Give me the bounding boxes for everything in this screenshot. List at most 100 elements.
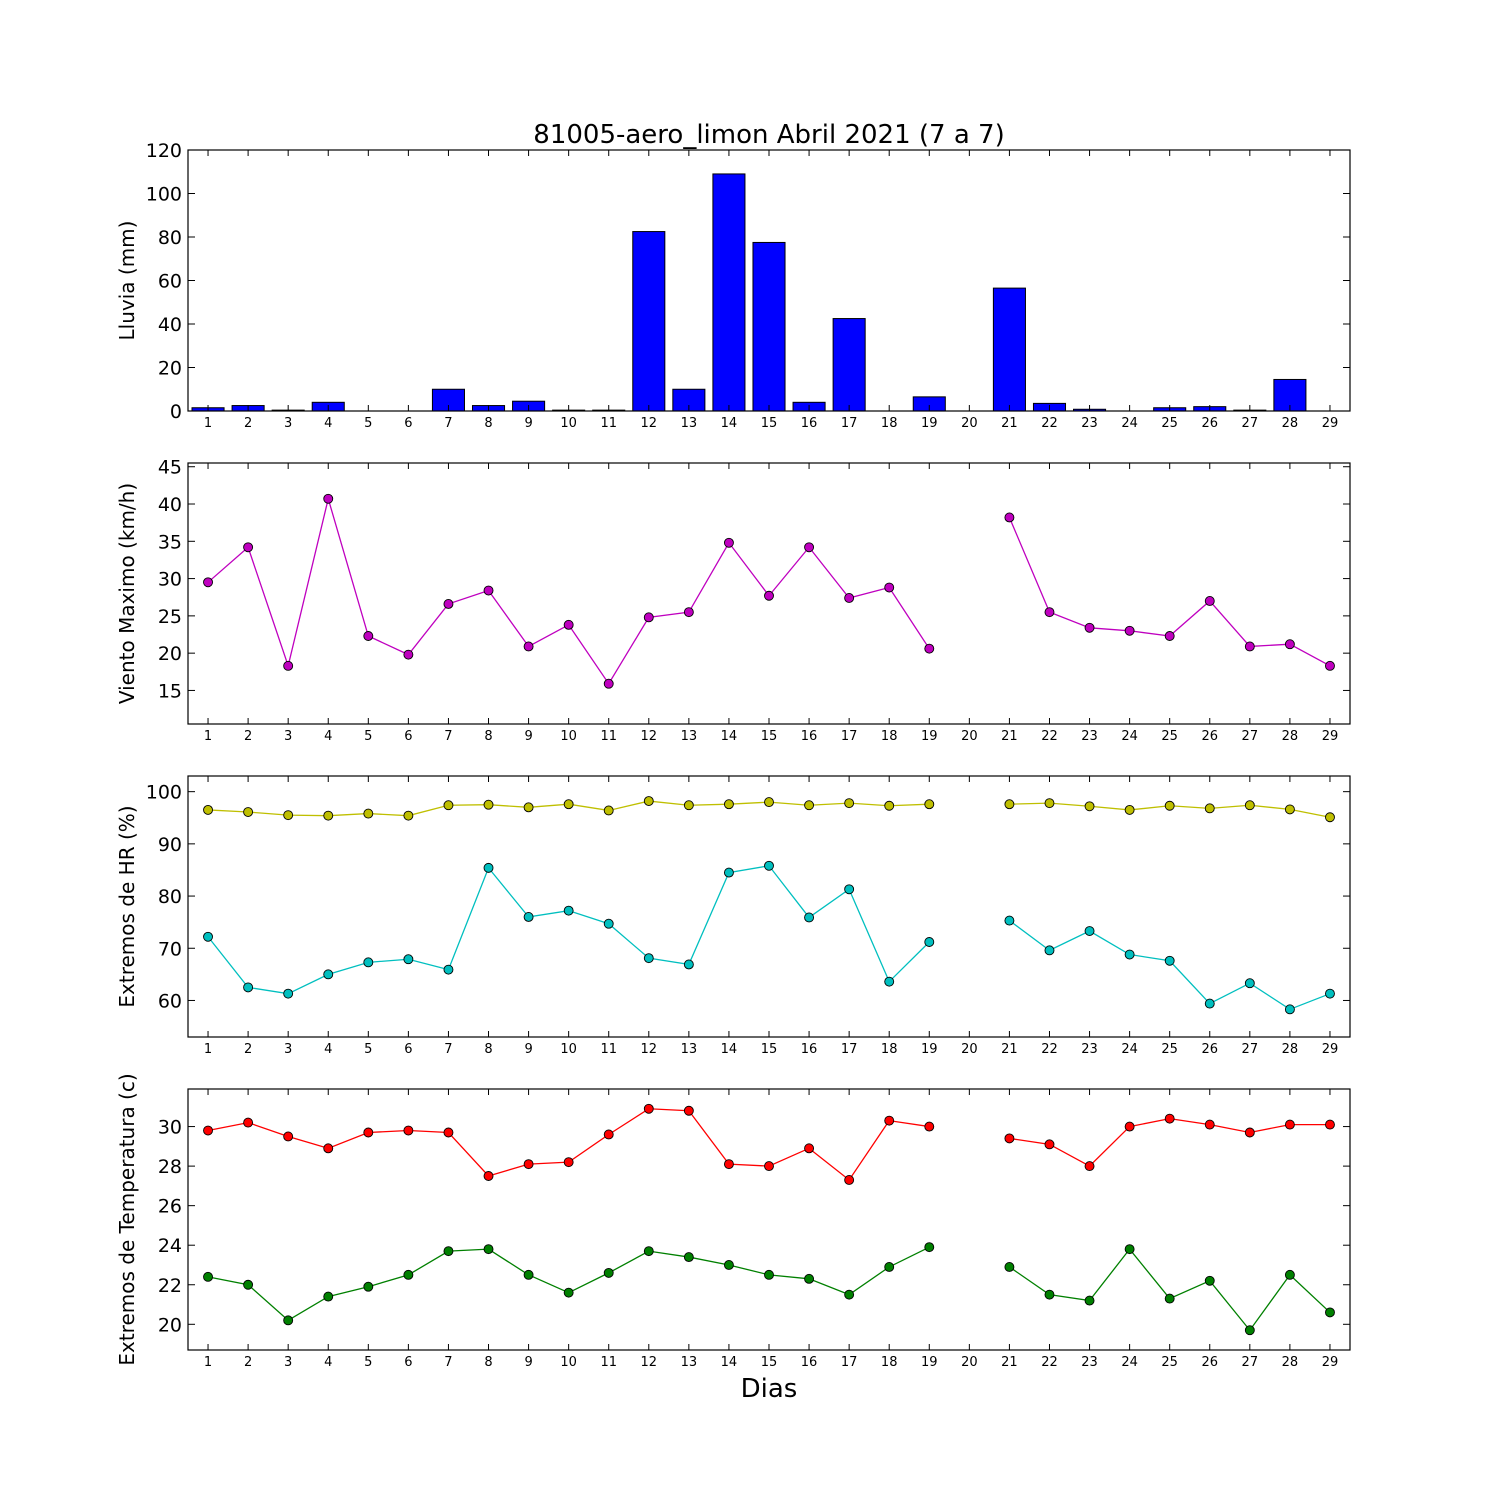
y-tick-label: 25 [158, 606, 182, 628]
data-point [1244, 978, 1255, 989]
data-point [1084, 1295, 1095, 1306]
data-point [283, 1131, 294, 1142]
x-tick-label: 28 [1282, 416, 1299, 431]
data-point [1284, 804, 1295, 815]
x-tick-label: 7 [444, 416, 452, 431]
data-point [603, 1267, 614, 1278]
data-point [723, 537, 734, 548]
x-tick-label: 26 [1201, 416, 1218, 431]
x-tick-label: 10 [560, 729, 577, 744]
x-tick-label: 19 [921, 1042, 938, 1057]
x-tick-label: 9 [524, 729, 532, 744]
x-tick-label: 5 [364, 1355, 372, 1370]
x-tick-label: 28 [1282, 1042, 1299, 1057]
data-point [884, 1115, 895, 1126]
data-point [443, 598, 454, 609]
x-tick-label: 21 [1001, 1355, 1018, 1370]
x-tick-label: 3 [284, 416, 292, 431]
y-axis-label: Extremos de Temperatura (c) [115, 1073, 139, 1365]
data-point [844, 884, 855, 895]
data-point [683, 800, 694, 811]
y-tick-label: 20 [158, 643, 182, 665]
y-tick-label: 100 [146, 184, 182, 206]
data-point [1044, 798, 1055, 809]
data-point [1164, 631, 1175, 641]
data-point [203, 931, 213, 942]
data-point [363, 957, 374, 968]
data-point [1284, 1119, 1295, 1130]
x-tick-label: 22 [1041, 729, 1058, 744]
x-tick-label: 15 [761, 416, 778, 431]
x-tick-label: 14 [721, 1355, 738, 1370]
data-point [683, 607, 694, 618]
y-tick-label: 60 [158, 990, 182, 1012]
data-point [403, 1269, 414, 1280]
data-point [1124, 625, 1135, 636]
data-point [1044, 1139, 1055, 1150]
data-point [1284, 1004, 1295, 1015]
x-tick-label: 28 [1282, 1355, 1299, 1370]
x-tick-label: 29 [1322, 729, 1339, 744]
x-tick-label: 4 [324, 1355, 332, 1370]
data-point [924, 1121, 935, 1132]
x-tick-label: 21 [1001, 1042, 1018, 1057]
data-point [523, 1269, 534, 1280]
x-tick-label: 26 [1201, 1042, 1218, 1057]
y-tick-label: 30 [158, 1117, 182, 1139]
x-tick-label: 24 [1121, 1355, 1138, 1370]
x-tick-label: 1 [204, 729, 212, 744]
x-tick-label: 22 [1041, 1355, 1058, 1370]
x-tick-label: 23 [1081, 1355, 1098, 1370]
data-point [764, 1161, 774, 1172]
data-point [804, 912, 815, 923]
x-tick-label: 18 [881, 416, 898, 431]
x-tick-label: 3 [284, 729, 292, 744]
x-tick-label: 4 [324, 1042, 332, 1057]
data-point [363, 1127, 374, 1138]
y-tick-label: 80 [158, 886, 182, 908]
data-point [844, 1174, 855, 1185]
data-point [203, 804, 213, 815]
x-tick-label: 13 [681, 416, 698, 431]
data-point [1044, 945, 1055, 956]
x-tick-label: 16 [801, 1042, 818, 1057]
y-tick-label: 40 [158, 494, 182, 516]
x-tick-label: 14 [721, 1042, 738, 1057]
x-tick-label: 23 [1081, 416, 1098, 431]
y-tick-label: 45 [158, 457, 182, 479]
x-tick-label: 3 [284, 1355, 292, 1370]
x-tick-label: 22 [1041, 416, 1058, 431]
data-point [243, 807, 254, 817]
x-tick-label: 2 [244, 1042, 252, 1057]
y-tick-label: 40 [158, 314, 182, 336]
x-tick-label: 25 [1161, 1042, 1178, 1057]
x-tick-label: 7 [444, 1355, 452, 1370]
data-point [1284, 639, 1295, 650]
data-point [363, 631, 374, 641]
x-tick-label: 21 [1001, 416, 1018, 431]
data-point [563, 1157, 574, 1168]
y-axis-label: Extremos de HR (%) [115, 805, 139, 1007]
data-point [1325, 1307, 1335, 1318]
x-tick-label: 8 [484, 416, 492, 431]
data-point [804, 1143, 815, 1154]
data-point [563, 905, 574, 916]
x-tick-label: 13 [681, 729, 698, 744]
data-point [844, 593, 855, 603]
x-tick-label: 4 [324, 416, 332, 431]
data-point [1164, 1113, 1175, 1124]
x-tick-label: 15 [761, 1355, 778, 1370]
data-point [1084, 622, 1095, 633]
data-point [523, 911, 534, 922]
x-tick-label: 19 [921, 729, 938, 744]
data-point [643, 1103, 654, 1114]
y-tick-label: 20 [158, 1314, 182, 1336]
data-point [323, 493, 334, 504]
x-tick-label: 2 [244, 1355, 252, 1370]
data-point [1004, 799, 1015, 810]
y-tick-label: 35 [158, 531, 182, 553]
y-tick-label: 60 [158, 271, 182, 293]
